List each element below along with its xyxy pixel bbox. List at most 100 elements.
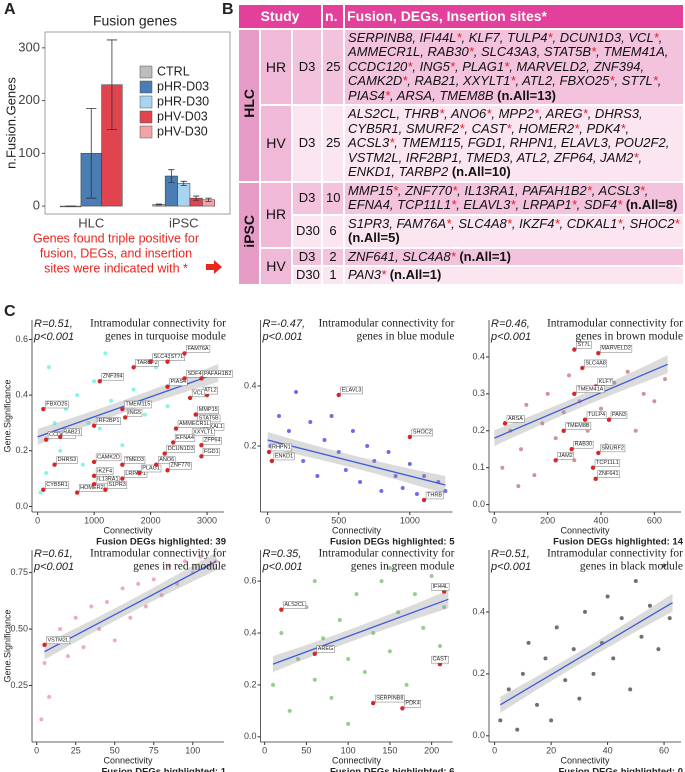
- gene-label: DCUN1D3: [168, 446, 194, 452]
- x-tick-label: 40: [603, 745, 613, 755]
- gene-label-box: [202, 448, 220, 456]
- point: [387, 649, 392, 654]
- point: [422, 474, 427, 478]
- plot-title: genes in red module: [133, 561, 226, 573]
- x-tick-label: 0: [34, 745, 39, 755]
- point: [506, 687, 511, 692]
- gene-list: S1PR3, FAM76A*, SLC4A8*, IKZF4*, CDKAL1*…: [348, 215, 680, 231]
- arrow: [206, 260, 222, 274]
- point: [571, 647, 576, 652]
- point: [81, 645, 86, 650]
- point: [641, 391, 646, 396]
- highlight-point: [182, 376, 187, 381]
- point: [656, 647, 661, 652]
- x-tick-label: 500: [331, 515, 346, 525]
- header-row: Study n. Fusion, DEGs, Insertion sites*: [236, 3, 685, 30]
- point: [75, 393, 80, 398]
- plot-frame: [44, 31, 231, 215]
- gene-label: FBXO25: [46, 401, 67, 407]
- highlight-point: [42, 642, 47, 648]
- x-tick-label: 50: [110, 745, 120, 755]
- table-row: HV D3 25 ALS2CL, THRB*, ANO6*, MPP2*, AREG*…: [238, 104, 685, 183]
- highlight-point: [279, 607, 284, 612]
- gene-label: IFI44L: [433, 584, 449, 590]
- point: [628, 687, 633, 692]
- point: [414, 492, 419, 496]
- highlight-point: [582, 417, 588, 422]
- y-axis-label: n.Fusion.Genes: [3, 77, 18, 169]
- gene-label-box: [610, 411, 628, 419]
- gene-label-box: [169, 353, 185, 361]
- highlight-point: [74, 490, 80, 495]
- highlight-point: [165, 468, 170, 473]
- gene-label: PAN3: [612, 412, 626, 418]
- gene-label: LRPAP1: [125, 471, 146, 477]
- point: [46, 365, 51, 370]
- table-row: D30 1 PAN3* (n.All=1): [238, 265, 685, 286]
- stat-label: p<0.001: [490, 331, 531, 343]
- point: [39, 717, 44, 722]
- highlight-point: [165, 384, 170, 389]
- gene-label-box: [62, 428, 82, 437]
- gene-label: TCP11L1: [596, 460, 619, 466]
- legend-label: pHR-D30: [157, 94, 209, 108]
- stat-label: R=-0.47,: [263, 318, 306, 330]
- x-tick-label: 0: [35, 515, 40, 525]
- stat-label: R=0.46,: [491, 318, 530, 330]
- gene-label-box: [404, 700, 421, 708]
- header-cell: Study: [236, 3, 324, 30]
- gene-label-box: [56, 456, 78, 464]
- highlight-point: [553, 458, 558, 463]
- point: [287, 708, 292, 713]
- y-tick-label: 200: [18, 92, 40, 107]
- table-row: D30 6 S1PR3, FAM76A*, SLC4A8*, IKZF4*, CDK…: [238, 213, 685, 249]
- y-tick-label: 0.6: [15, 334, 28, 344]
- highlight-point: [91, 473, 97, 479]
- highlight-point: [569, 447, 574, 452]
- gene-label: HOMER2: [80, 485, 104, 491]
- highlight-point: [266, 449, 272, 455]
- y-tick-label: 0.2: [472, 425, 485, 435]
- plot-title: Intramodular connectivity for: [318, 318, 454, 330]
- gene-label: ING5: [128, 410, 141, 416]
- gene-list: ZNF641, SLC4A8*: [348, 248, 456, 264]
- gene-list: SERPINB8, IFI44L*, KLF7, TULP4*, DCUN1D3…: [348, 29, 669, 103]
- highlight-point: [91, 423, 97, 428]
- gene-label: SHOC2: [413, 429, 432, 435]
- highlight-point: [421, 497, 427, 503]
- gene-label-box: [141, 464, 162, 473]
- x-tick-label: 600: [647, 515, 662, 525]
- gene-label-box: [425, 491, 444, 500]
- legend-swatch: [139, 125, 153, 139]
- y-axis-label: Gene.Significance: [2, 379, 12, 452]
- gene-label: TMEM8B: [567, 423, 590, 429]
- y-tick-label: 0.0: [472, 730, 485, 740]
- point: [407, 462, 412, 466]
- point: [103, 351, 108, 356]
- gene-label-box: [95, 453, 122, 462]
- plot-title: genes in blue module: [356, 331, 454, 343]
- gene-label: TULP4: [588, 412, 605, 418]
- gene-label: ATL2: [204, 388, 217, 394]
- point: [104, 599, 109, 604]
- highlight-point: [120, 406, 125, 412]
- point: [400, 486, 405, 490]
- point: [553, 436, 558, 441]
- gene-label: MARVELD2: [601, 346, 631, 352]
- day-cell: D3: [290, 180, 324, 216]
- gene-label: PDK4: [405, 701, 419, 707]
- point: [633, 578, 638, 583]
- genes-cell: ZNF641, SLC4A8* (n.All=1): [343, 246, 685, 267]
- point: [343, 468, 348, 472]
- genes-cell: SERPINB8, IFI44L*, KLF7, TULP4*, DCUN1D3…: [343, 27, 685, 106]
- point: [97, 426, 102, 431]
- gene-label: KLF7: [599, 379, 612, 385]
- point: [346, 721, 351, 726]
- point: [42, 660, 47, 665]
- highlight-point: [41, 406, 46, 412]
- y-tick-label: 0.2: [244, 679, 257, 689]
- y-tick-label: 0.50: [10, 623, 28, 633]
- plot-title: Intramodular connectivity for: [318, 548, 454, 560]
- x-tick-label: 75: [149, 745, 159, 755]
- highlight-point: [606, 417, 612, 422]
